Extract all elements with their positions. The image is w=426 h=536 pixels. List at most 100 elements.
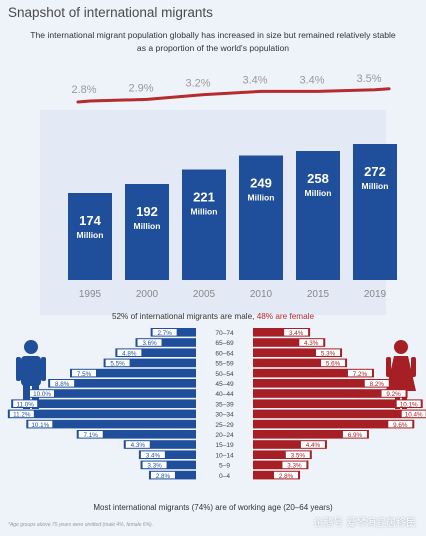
male-label-box xyxy=(140,451,165,458)
female-label-box xyxy=(396,400,421,407)
female-percent-label: 8.2% xyxy=(370,381,385,388)
male-percent-label: 8.8% xyxy=(55,381,70,388)
age-group-label: 70–74 xyxy=(215,330,234,337)
female-age-bar xyxy=(253,379,391,388)
female-label-box xyxy=(274,471,299,479)
female-age-bar xyxy=(253,419,415,429)
watermark: 企鹅号 爱琴海宜居移民 xyxy=(313,518,416,529)
year-tick-label: 2005 xyxy=(193,289,216,300)
male-percent-label: 3.3% xyxy=(147,463,162,470)
female-age-bar xyxy=(253,430,369,439)
female-label-box xyxy=(284,329,309,336)
share-percent-label: 3.4% xyxy=(242,74,267,86)
female-percent-label: 9.2% xyxy=(386,391,401,398)
female-age-bar xyxy=(253,440,327,449)
female-label-box xyxy=(316,349,341,356)
age-group-label: 5–9 xyxy=(219,463,230,470)
male-age-bar xyxy=(48,379,196,388)
male-label-box xyxy=(50,380,75,387)
male-percent-label: 2.7% xyxy=(157,330,172,337)
male-label-box xyxy=(105,359,130,367)
female-label-box xyxy=(300,441,325,448)
male-percent-label: 4.8% xyxy=(122,350,137,357)
age-group-label: 20–24 xyxy=(215,432,234,439)
year-tick-label: 2015 xyxy=(307,289,330,300)
population-value-label: 249 xyxy=(250,176,272,191)
male-age-bar xyxy=(140,460,196,470)
female-age-bar xyxy=(253,450,312,459)
population-unit-label: Million xyxy=(305,188,332,198)
population-bar xyxy=(182,169,226,280)
male-age-bar xyxy=(123,440,196,449)
male-percent-label: 3.6% xyxy=(142,340,157,347)
male-percent-label: 7.5% xyxy=(77,371,92,378)
male-label-box xyxy=(72,369,96,377)
male-percent-label: 7.1% xyxy=(84,432,99,439)
female-age-bar xyxy=(253,399,423,408)
female-label-box xyxy=(299,339,324,346)
page-title: Snapshot of international migrants xyxy=(8,5,213,20)
male-age-bar xyxy=(103,358,196,368)
female-age-bar xyxy=(253,328,311,337)
female-age-bar xyxy=(253,348,343,357)
population-bar xyxy=(353,144,397,280)
share-percent-label: 3.5% xyxy=(356,73,381,85)
male-age-bar xyxy=(138,450,196,459)
population-unit-label: Million xyxy=(191,207,218,217)
male-age-bar xyxy=(7,409,197,419)
female-percent-label: 7.2% xyxy=(353,371,368,378)
age-group-label: 0–4 xyxy=(219,473,230,480)
population-unit-label: Million xyxy=(134,221,161,231)
female-age-bar xyxy=(253,409,426,419)
footnote: *Age groups above 75 years were omitted … xyxy=(8,522,154,528)
share-trend-line xyxy=(76,87,391,104)
age-group-label: 15–19 xyxy=(215,442,234,449)
age-group-label: 50–54 xyxy=(215,371,234,378)
male-label-box xyxy=(28,420,53,428)
migrant-population-chart: 174 Million 1995 192 Million 2000 221 Million 20… xyxy=(40,73,397,315)
male-label-box xyxy=(150,471,175,479)
male-percent-label: 11.0% xyxy=(17,401,35,408)
male-label-box xyxy=(30,390,54,397)
year-tick-label: 2019 xyxy=(364,289,387,300)
population-unit-label: Million xyxy=(77,230,104,240)
male-label-box xyxy=(78,431,103,438)
male-label-box xyxy=(13,400,38,407)
population-bar xyxy=(125,184,169,280)
male-label-box xyxy=(142,461,167,469)
female-label-box xyxy=(285,451,310,458)
population-bar xyxy=(239,155,283,280)
age-group-label: 55–59 xyxy=(215,361,234,368)
age-pyramid-chart: 2.7% 70–74 3.4% 3.6% 65–69 4.3% 4.8% 60–64 5.3% 5… xyxy=(7,328,426,480)
female-person-icon xyxy=(386,340,416,409)
share-percent-label: 3.4% xyxy=(299,74,324,86)
female-label-box xyxy=(342,431,367,438)
age-group-label: 60–64 xyxy=(215,350,234,357)
female-percent-label: 2.8% xyxy=(279,473,294,480)
population-unit-label: Million xyxy=(248,193,275,203)
male-age-bar xyxy=(135,338,196,347)
male-age-bar xyxy=(28,389,196,398)
female-label-box xyxy=(388,420,413,428)
female-percent-label: 4.4% xyxy=(306,442,321,449)
male-label-box xyxy=(9,410,34,418)
male-age-bar xyxy=(70,368,196,378)
age-group-label: 25–29 xyxy=(215,422,234,429)
female-percent-label: 6.9% xyxy=(348,432,363,439)
female-age-bar xyxy=(253,368,374,378)
female-percent-label: 4.3% xyxy=(304,340,319,347)
population-value-label: 174 xyxy=(79,213,101,228)
population-unit-label: Million xyxy=(362,181,389,191)
female-label-box xyxy=(401,410,426,418)
male-percent-label: 3.4% xyxy=(146,452,161,459)
female-label-box xyxy=(321,359,346,367)
female-age-bar xyxy=(253,338,326,347)
male-label-box xyxy=(137,339,162,346)
female-percent-label: 3.4% xyxy=(289,330,304,337)
gender-caption: 52% of international migrants are male, … xyxy=(0,312,426,321)
age-group-label: 65–69 xyxy=(215,340,234,347)
male-label-box xyxy=(125,441,150,448)
male-age-bar xyxy=(115,348,196,357)
female-percent-label: 3.5% xyxy=(291,452,306,459)
female-percent-label: 5.3% xyxy=(321,350,336,357)
